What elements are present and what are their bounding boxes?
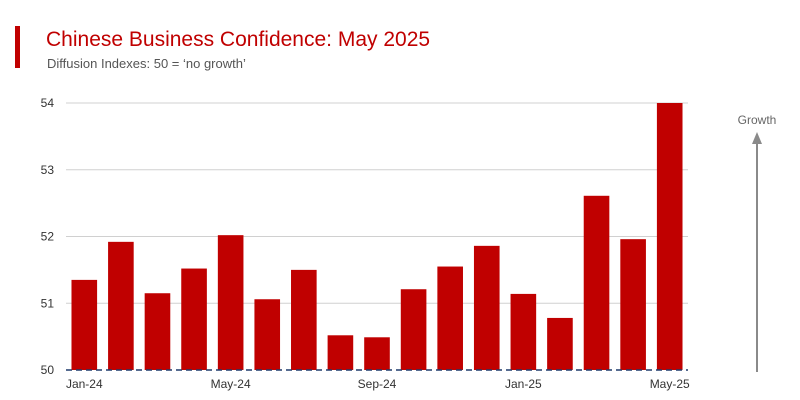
bar-Nov-24 xyxy=(437,266,463,370)
growth-annotation: Growth xyxy=(738,113,777,372)
bar-Oct-24 xyxy=(400,289,427,370)
bar-Mar-24 xyxy=(144,293,171,370)
bar-May-25 xyxy=(656,103,683,370)
bars xyxy=(71,103,683,370)
y-axis-ticks: 50 51 52 53 54 xyxy=(41,96,55,377)
bar-May-24 xyxy=(217,235,244,370)
bar-Feb-25 xyxy=(547,317,573,370)
bar-Jul-24 xyxy=(291,269,317,370)
bar-Jun-24 xyxy=(254,299,281,370)
bar-Jan-24 xyxy=(71,279,98,370)
y-tick-label: 54 xyxy=(41,96,55,110)
x-tick-label: Jan-25 xyxy=(505,377,542,391)
y-tick-label: 51 xyxy=(41,296,55,310)
bar-Feb-24 xyxy=(108,241,134,370)
bar-Mar-25 xyxy=(583,195,610,370)
x-tick-label: Sep-24 xyxy=(358,377,397,391)
growth-label: Growth xyxy=(738,113,777,127)
growth-arrow-icon xyxy=(752,132,762,144)
x-tick-label: Jan-24 xyxy=(66,377,103,391)
bar-Apr-25 xyxy=(620,239,646,370)
y-tick-label: 52 xyxy=(41,230,55,244)
bar-Sep-24 xyxy=(364,337,390,370)
y-tick-label: 53 xyxy=(41,163,55,177)
chart-title: Chinese Business Confidence: May 2025 xyxy=(46,28,431,51)
x-tick-label: May-25 xyxy=(650,377,690,391)
title-accent-bar xyxy=(15,26,20,68)
x-tick-label: May-24 xyxy=(211,377,251,391)
bar-Jan-25 xyxy=(510,293,537,370)
bar-Apr-24 xyxy=(181,268,207,370)
y-tick-label: 50 xyxy=(41,363,55,377)
chart-subtitle: Diffusion Indexes: 50 = ‘no growth’ xyxy=(47,56,246,71)
bar-Dec-24 xyxy=(473,245,500,370)
x-axis-ticks: Jan-24 May-24 Sep-24 Jan-25 May-25 xyxy=(66,377,690,391)
bar-Aug-24 xyxy=(327,335,354,370)
